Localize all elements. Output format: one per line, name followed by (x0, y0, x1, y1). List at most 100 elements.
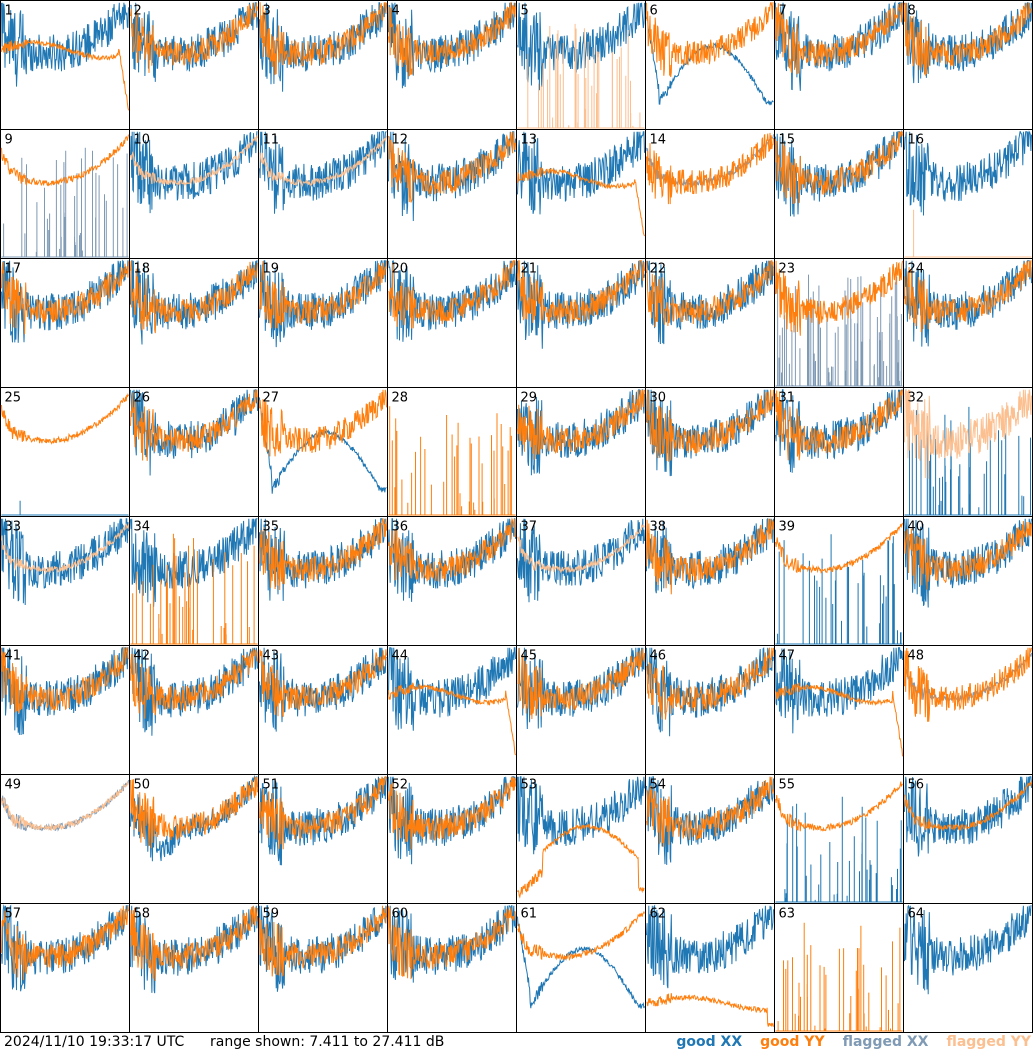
xx-trace (775, 647, 903, 734)
footer: 2024/11/10 19:33:17 UTC range shown: 7.4… (0, 1033, 1033, 1053)
panel-label: 36 (392, 520, 409, 535)
xx-trace (1, 500, 129, 516)
panel-23: 23 (774, 258, 904, 388)
panel-43: 43 (258, 645, 388, 775)
panel-37: 37 (516, 516, 646, 646)
panel-16: 16 (903, 129, 1033, 259)
yy-trace (388, 1, 516, 77)
legend: good XX good YY flagged XX flagged YY (676, 1034, 1031, 1050)
panel-label: 8 (908, 4, 916, 19)
panel-label: 38 (650, 520, 667, 535)
xx-trace (646, 776, 774, 865)
yy-trace (904, 521, 1032, 590)
yy-trace (646, 2, 774, 78)
legend-good-yy: good YY (760, 1034, 825, 1050)
yy-trace (130, 776, 258, 849)
panel-frame (129, 0, 259, 130)
panel-44: 44 (387, 645, 517, 775)
panel-14: 14 (645, 129, 775, 259)
panel-21: 21 (516, 258, 646, 388)
panel-22: 22 (645, 258, 775, 388)
panel-51: 51 (258, 774, 388, 904)
panel-49: 49 (0, 774, 130, 904)
panel-46: 46 (645, 645, 775, 775)
panel-62: 62 (645, 903, 775, 1033)
panel-label: 64 (908, 907, 925, 922)
panel-6: 6 (645, 0, 775, 130)
panel-36: 36 (387, 516, 517, 646)
xx-trace (1, 780, 129, 832)
panel-label: 13 (521, 133, 538, 148)
xx-trace (259, 647, 387, 732)
yy-trace (1, 38, 129, 111)
yy-trace (388, 260, 516, 329)
timestamp: 2024/11/10 19:33:17 UTC (4, 1034, 185, 1050)
panel-31: 31 (774, 387, 904, 517)
yy-trace (646, 389, 774, 462)
yy-trace (388, 682, 516, 756)
panel-60: 60 (387, 903, 517, 1033)
panel-label: 7 (779, 4, 787, 19)
xx-trace (517, 389, 645, 476)
panel-7: 7 (774, 0, 904, 130)
panel-label: 57 (5, 907, 22, 922)
yy-trace (259, 517, 387, 591)
panel-19: 19 (258, 258, 388, 388)
panel-label: 5 (521, 4, 529, 19)
panel-label: 43 (263, 649, 280, 664)
yy-trace (646, 993, 774, 1027)
xx-trace (388, 647, 516, 731)
panel-label: 26 (134, 391, 151, 406)
panel-64: 64 (903, 903, 1033, 1033)
panel-26: 26 (129, 387, 259, 517)
panel-label: 6 (650, 4, 658, 19)
panel-56: 56 (903, 774, 1033, 904)
xx-trace (775, 534, 903, 645)
panel-58: 58 (129, 903, 259, 1033)
panel-label: 56 (908, 778, 925, 793)
yy-trace (517, 167, 645, 237)
yy-trace (646, 776, 774, 847)
panel-47: 47 (774, 645, 904, 775)
yy-trace (904, 2, 1032, 77)
panel-24: 24 (903, 258, 1033, 388)
xx-trace (130, 905, 258, 994)
panel-13: 13 (516, 129, 646, 259)
panel-label: 23 (779, 262, 796, 277)
panel-20: 20 (387, 258, 517, 388)
panel-label: 37 (521, 520, 538, 535)
xx-trace (1, 147, 129, 258)
panel-61: 61 (516, 903, 646, 1033)
yy-trace (517, 23, 645, 129)
panel-label: 21 (521, 262, 538, 277)
panel-label: 35 (263, 520, 280, 535)
xx-trace (904, 904, 1032, 995)
xx-trace (517, 916, 645, 1009)
panel-53: 53 (516, 774, 646, 904)
xx-trace (130, 389, 258, 476)
panel-frame (258, 387, 388, 517)
xx-trace (259, 131, 387, 214)
xx-trace (517, 2, 645, 91)
panel-frame (0, 258, 130, 388)
panel-25: 25 (0, 387, 130, 517)
panel-42: 42 (129, 645, 259, 775)
xx-trace (130, 131, 258, 214)
panel-50: 50 (129, 774, 259, 904)
yy-trace (388, 406, 516, 516)
panel-label: 39 (779, 520, 796, 535)
panel-frame (129, 129, 259, 259)
panel-15: 15 (774, 129, 904, 259)
yy-trace (259, 776, 387, 850)
panel-11: 11 (258, 129, 388, 259)
yy-trace (388, 517, 516, 582)
panel-label: 47 (779, 649, 796, 664)
yy-trace (1, 646, 129, 713)
xx-trace (259, 2, 387, 92)
panel-label: 27 (263, 391, 280, 406)
panel-frame (774, 774, 904, 904)
panel-40: 40 (903, 516, 1033, 646)
xx-trace (904, 518, 1032, 608)
yy-trace (259, 649, 387, 717)
xx-trace (775, 274, 903, 387)
